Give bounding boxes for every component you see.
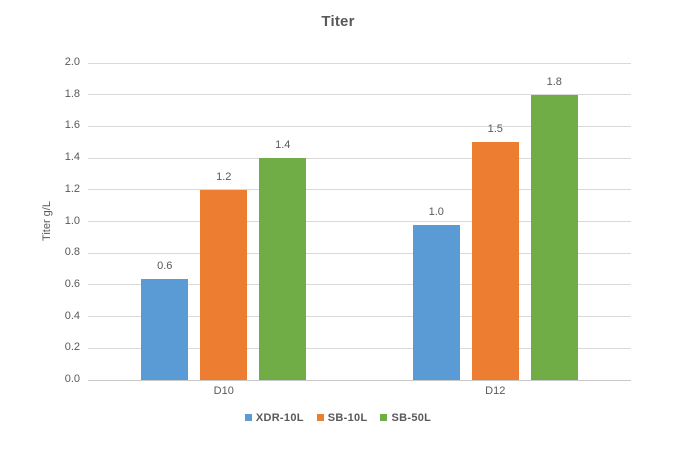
- gridline: [88, 347, 631, 349]
- bar-sb-10l-d12: [471, 142, 519, 380]
- bar-sb-50l-d12: [530, 94, 578, 380]
- bar-data-label-sb-50l-d10: 1.4: [275, 139, 291, 152]
- bar-data-label-sb-10l-d10: 1.2: [216, 170, 232, 183]
- bar-data-label-xdr-10l-d10: 0.6: [157, 259, 173, 272]
- gridline: [88, 125, 631, 127]
- bar-data-label-sb-10l-d12: 1.5: [487, 123, 503, 136]
- x-axis-line: [88, 379, 631, 381]
- y-tick-label-1-0: 1.0: [64, 214, 80, 227]
- x-tick-label-d12: D12: [485, 385, 506, 397]
- y-tick-label-1-4: 1.4: [64, 151, 80, 164]
- bar-xdr-10l-d12: [412, 224, 460, 380]
- legend-marker-sb-10l: [316, 414, 324, 421]
- gridline: [88, 284, 631, 286]
- gridline: [88, 157, 631, 159]
- legend-label-sb-50l: SB-50L: [391, 411, 432, 424]
- legend: XDR-10L SB-10L SB-50L: [0, 410, 676, 425]
- legend-item-xdr-10l: XDR-10L: [244, 411, 304, 424]
- bar-sb-50l-d10: [259, 158, 307, 380]
- bar-data-label-sb-50l-d12: 1.8: [546, 75, 562, 88]
- legend-item-sb-50l: SB-50L: [380, 412, 431, 424]
- y-tick-label-1-8: 1.8: [64, 87, 80, 100]
- legend-item-sb-10l: SB-10L: [316, 411, 368, 424]
- legend-label-sb-10l: SB-10L: [327, 411, 368, 424]
- y-tick-label-1-2: 1.2: [64, 182, 80, 195]
- y-tick-label-0-8: 0.8: [64, 246, 80, 259]
- y-tick-label-0-6: 0.6: [64, 277, 80, 290]
- x-tick-label-d10: D10: [213, 385, 234, 397]
- y-tick-label-1-6: 1.6: [64, 119, 80, 132]
- gridline: [88, 62, 631, 64]
- gridline: [88, 316, 631, 318]
- gridline: [88, 94, 631, 96]
- y-tick-label-0-0: 0.0: [64, 373, 80, 385]
- gridline: [88, 221, 631, 222]
- y-tick-label-0-4: 0.4: [64, 309, 80, 322]
- legend-label-xdr-10l: XDR-10L: [255, 411, 304, 424]
- bar-xdr-10l-d10: [141, 278, 189, 380]
- gridline: [88, 252, 631, 254]
- legend-marker-xdr-10l: [244, 414, 252, 421]
- chart-title: Titer: [321, 13, 355, 30]
- bar-sb-10l-d10: [200, 189, 248, 380]
- legend-marker-sb-50l: [380, 414, 388, 421]
- y-tick-label-2-0: 2.0: [64, 56, 80, 68]
- gridline: [88, 189, 631, 191]
- bar-data-label-xdr-10l-d12: 1.0: [428, 205, 444, 218]
- y-tick-label-0-2: 0.2: [64, 341, 80, 354]
